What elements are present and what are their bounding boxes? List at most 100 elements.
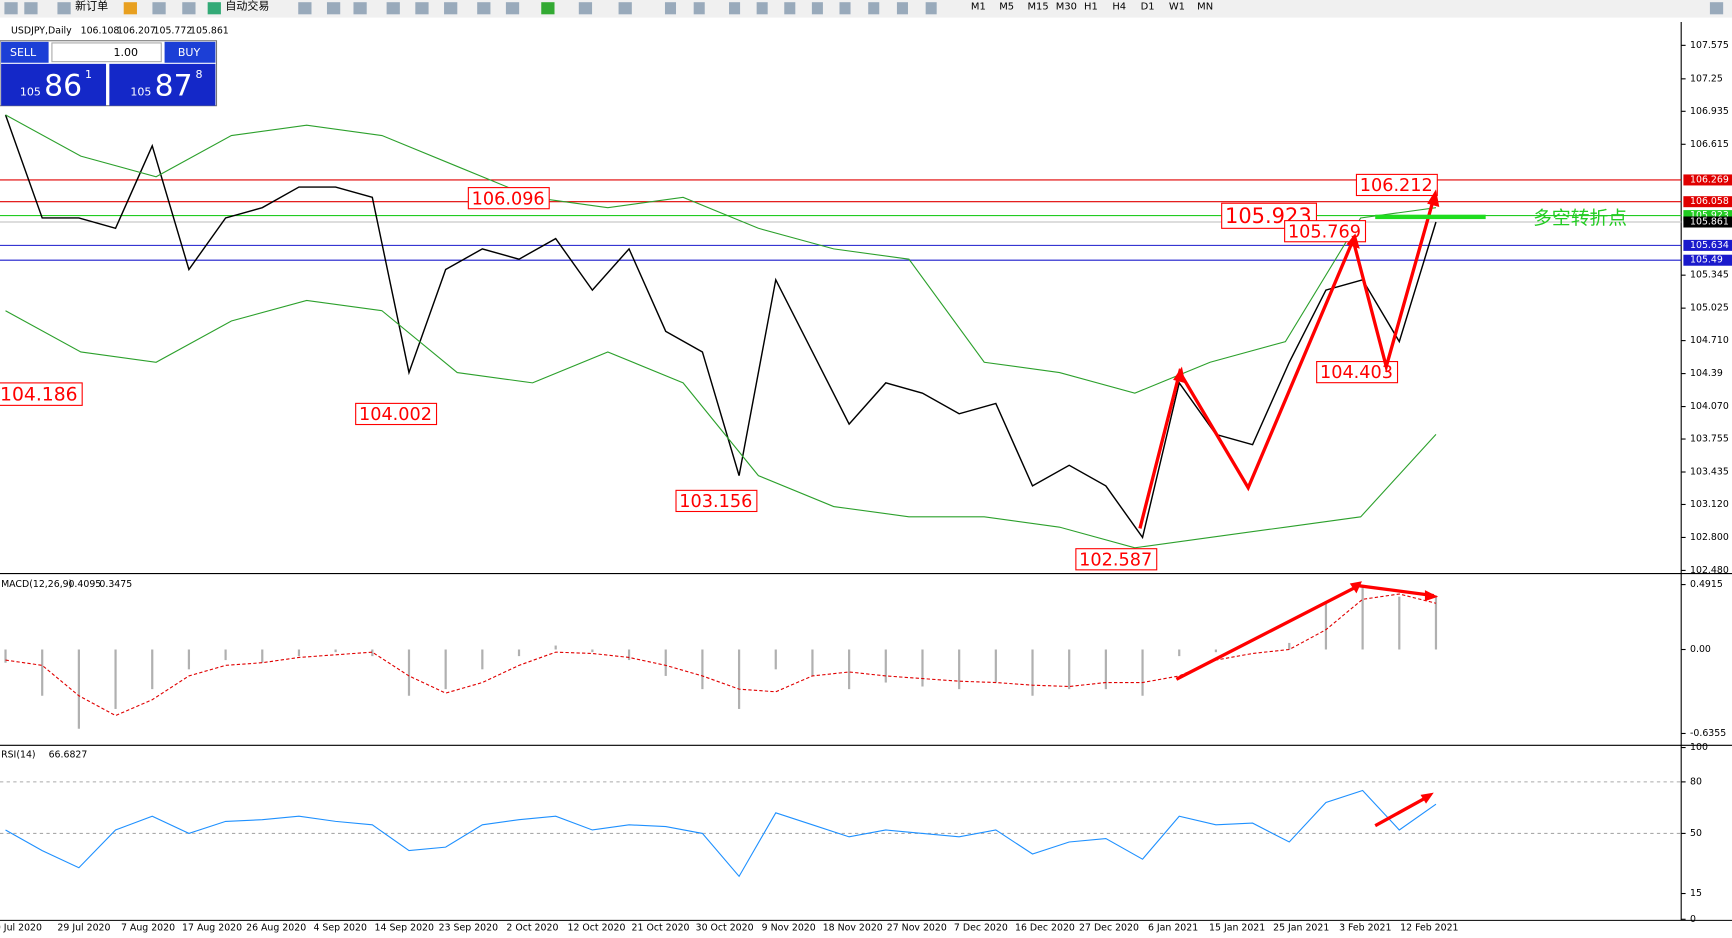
x-tick-label: 4 Sep 2020 <box>313 923 366 934</box>
ohlc-value: 105.861 <box>190 25 229 36</box>
x-tick-label: 12 Feb 2021 <box>1400 923 1458 934</box>
x-tick-label: 30 Oct 2020 <box>696 923 754 934</box>
lot-field[interactable] <box>51 42 162 63</box>
level-label: 106.058 <box>1690 196 1729 207</box>
level-label: 106.269 <box>1690 174 1729 185</box>
icon[interactable] <box>298 2 312 15</box>
price-note: 106.212 <box>1360 176 1433 196</box>
y-tick-label: 105.345 <box>1690 270 1729 281</box>
chart-window <box>0 22 1732 938</box>
price-note: 104.403 <box>1320 363 1393 383</box>
price-note-box <box>1355 173 1438 197</box>
level-tag <box>1683 210 1732 222</box>
icon[interactable] <box>693 2 705 15</box>
y-tick-label: 107.575 <box>1690 40 1729 51</box>
x-tick-label: 29 Jul 2020 <box>57 923 110 934</box>
indicator-name: MACD(12,26,9) <box>1 579 72 590</box>
toolbar-icons <box>4 2 1724 15</box>
icon[interactable] <box>123 2 137 15</box>
icon[interactable] <box>839 2 851 15</box>
icon[interactable] <box>207 2 221 15</box>
y-tick-label: 102.480 <box>1690 565 1729 576</box>
x-tick-label: 27 Dec 2020 <box>1079 923 1139 934</box>
x-tick-label: 7 Aug 2020 <box>121 923 175 934</box>
sell-quote[interactable] <box>1 63 107 106</box>
arrow-head <box>1427 189 1440 207</box>
x-tick-label: 16 Dec 2020 <box>1015 923 1075 934</box>
series-line <box>4 114 1437 540</box>
buy-button[interactable] <box>164 41 216 63</box>
ohlc-value: 106.108 <box>81 25 120 36</box>
timeframe[interactable]: M30 <box>1056 2 1077 13</box>
icon[interactable] <box>618 2 632 15</box>
y-tick-label: 107.25 <box>1690 73 1723 84</box>
icon[interactable] <box>505 2 520 15</box>
level-tag <box>1683 239 1732 251</box>
price-note: 106.096 <box>472 189 545 209</box>
icon[interactable] <box>444 2 458 15</box>
x-tick-label: 9 Nov 2020 <box>762 923 816 934</box>
timeframe[interactable]: H1 <box>1084 2 1098 13</box>
y-tick-label: 100 <box>1690 742 1708 753</box>
sell-button[interactable] <box>1 41 49 63</box>
toolbar-button[interactable]: 自动交易 <box>225 0 269 13</box>
icon[interactable] <box>57 2 71 15</box>
price-big: 105 <box>20 85 41 98</box>
price-main: 87 <box>155 69 193 104</box>
icon[interactable] <box>415 2 429 15</box>
level-tag <box>1683 254 1732 266</box>
toolbar-button[interactable]: 新订单 <box>75 0 108 13</box>
price-note-box <box>467 187 550 210</box>
icon[interactable] <box>353 2 367 15</box>
timeframe[interactable]: M15 <box>1027 2 1048 13</box>
icon[interactable] <box>664 2 677 15</box>
icon[interactable] <box>182 2 196 15</box>
icon[interactable] <box>784 2 796 15</box>
x-tick-label: 0 Jul 2020 <box>0 923 42 934</box>
icon[interactable] <box>756 2 768 15</box>
price-note-box <box>0 382 83 406</box>
icon[interactable] <box>326 2 341 15</box>
price-small: 1 <box>85 68 92 81</box>
timeframe[interactable]: H4 <box>1112 2 1126 13</box>
icon[interactable] <box>386 2 400 15</box>
icon[interactable] <box>896 2 908 15</box>
x-tick-label: 27 Nov 2020 <box>887 923 947 934</box>
y-tick-label: 0.4915 <box>1690 579 1723 590</box>
x-tick-label: 17 Aug 2020 <box>182 923 242 934</box>
icon[interactable] <box>578 2 593 15</box>
buy-quote[interactable] <box>109 63 216 106</box>
timeframe[interactable]: M1 <box>971 2 986 13</box>
x-tick-label: 3 Feb 2021 <box>1339 923 1391 934</box>
icon[interactable] <box>152 2 166 15</box>
indicator-value: 0.4095 <box>68 579 101 590</box>
y-tick-label: 103.435 <box>1690 467 1729 478</box>
ohlc-value: 105.772 <box>154 25 193 36</box>
icon[interactable] <box>541 2 555 15</box>
y-tick-label: 0.00 <box>1690 644 1711 655</box>
arrow-head <box>1349 581 1362 594</box>
timeframe[interactable]: W1 <box>1169 2 1185 13</box>
y-tick-label: -0.6355 <box>1690 728 1726 739</box>
x-tick-label: 14 Sep 2020 <box>375 923 434 934</box>
price-note: 104.002 <box>359 405 432 425</box>
x-tick-label: 18 Nov 2020 <box>823 923 883 934</box>
icon[interactable] <box>1709 2 1724 15</box>
icon[interactable] <box>729 2 741 15</box>
x-tick-label: 26 Aug 2020 <box>246 923 306 934</box>
timeframe[interactable]: M5 <box>999 2 1014 13</box>
series-line <box>5 299 1437 549</box>
timeframe[interactable]: D1 <box>1141 2 1155 13</box>
pivot-note: 多空转折点 <box>1533 209 1627 230</box>
x-tick-label: 6 Jan 2021 <box>1148 923 1198 934</box>
icon[interactable] <box>4 2 18 15</box>
icon[interactable] <box>24 2 38 15</box>
y-tick-label: 106.615 <box>1690 139 1729 150</box>
timeframe[interactable]: MN <box>1197 2 1213 13</box>
pivot-marker <box>1375 214 1486 220</box>
icon[interactable] <box>925 2 937 15</box>
icon[interactable] <box>868 2 880 15</box>
icon[interactable] <box>477 2 491 15</box>
icon[interactable] <box>811 2 823 15</box>
